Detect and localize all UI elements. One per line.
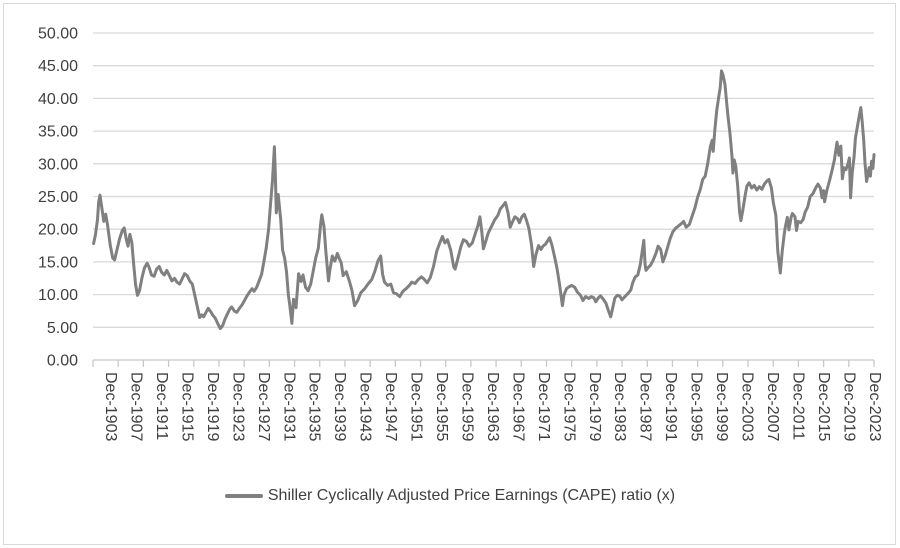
y-axis-tick-label: 35.00 xyxy=(38,124,78,141)
x-axis-tick-label: Dec-1979 xyxy=(586,372,603,441)
x-axis-tick-label: Dec-1987 xyxy=(637,372,654,441)
x-axis-tick-label: Dec-1935 xyxy=(306,372,323,441)
x-axis-tick-label: Dec-2003 xyxy=(738,372,755,441)
x-axis-tick-label: Dec-1991 xyxy=(662,372,679,441)
x-axis-tick-label: Dec-1947 xyxy=(382,372,399,441)
x-axis-tick-label: Dec-1955 xyxy=(433,372,450,441)
x-axis-tick-label: Dec-1983 xyxy=(611,372,628,441)
x-axis-tick-label: Dec-1907 xyxy=(128,372,145,441)
x-axis-tick-label: Dec-1919 xyxy=(204,372,221,441)
x-axis-tick-label: Dec-1967 xyxy=(509,372,526,441)
y-axis-tick-label: 10.00 xyxy=(38,287,78,304)
x-axis-tick-label: Dec-2019 xyxy=(840,372,857,441)
x-axis-tick-label: Dec-1911 xyxy=(153,372,170,440)
legend-label: Shiller Cyclically Adjusted Price Earnin… xyxy=(267,487,676,504)
legend-line-swatch xyxy=(224,494,263,498)
y-axis-tick-label: 15.00 xyxy=(38,254,78,271)
x-axis-tick-label: Dec-1971 xyxy=(535,372,552,441)
cape-series-line xyxy=(92,69,876,331)
y-axis-tick-label: 5.00 xyxy=(47,320,78,337)
x-axis-tick-label: Dec-2015 xyxy=(815,372,832,441)
x-axis-tick-label: Dec-1939 xyxy=(331,372,348,441)
x-axis-tick-label: Dec-2011 xyxy=(789,372,806,440)
x-axis-tick-label: Dec-1959 xyxy=(458,372,475,441)
x-axis-tick-label: Dec-2007 xyxy=(764,372,781,441)
x-axis-tick-label: Dec-1995 xyxy=(688,372,705,441)
y-axis-tick-label: 25.00 xyxy=(38,189,78,206)
y-axis-tick-label: 40.00 xyxy=(38,91,78,108)
y-axis-tick-label: 30.00 xyxy=(38,156,78,173)
legend: Shiller Cyclically Adjusted Price Earnin… xyxy=(0,486,900,506)
x-axis-tick-label: Dec-1943 xyxy=(357,372,374,441)
y-axis-tick-label: 50.00 xyxy=(38,26,78,43)
x-axis-tick-label: Dec-1999 xyxy=(713,372,730,441)
x-axis-tick-label: Dec-1951 xyxy=(408,372,425,441)
y-axis-tick-label: 20.00 xyxy=(38,222,78,239)
y-axis-tick-label: 0.00 xyxy=(47,353,78,370)
x-axis-tick-label: Dec-1963 xyxy=(484,372,501,441)
x-axis-tick-label: Dec-1931 xyxy=(280,372,297,441)
y-axis-tick-label: 45.00 xyxy=(38,58,78,75)
x-axis-tick-label: Dec-1927 xyxy=(255,372,272,441)
x-axis-tick-label: Dec-1923 xyxy=(229,372,246,441)
x-axis-tick-label: Dec-1975 xyxy=(560,372,577,441)
x-axis-tick-label: Dec-1903 xyxy=(102,372,119,441)
x-axis-tick-label: Dec-2023 xyxy=(866,372,883,441)
x-axis-tick-label: Dec-1915 xyxy=(178,372,195,441)
